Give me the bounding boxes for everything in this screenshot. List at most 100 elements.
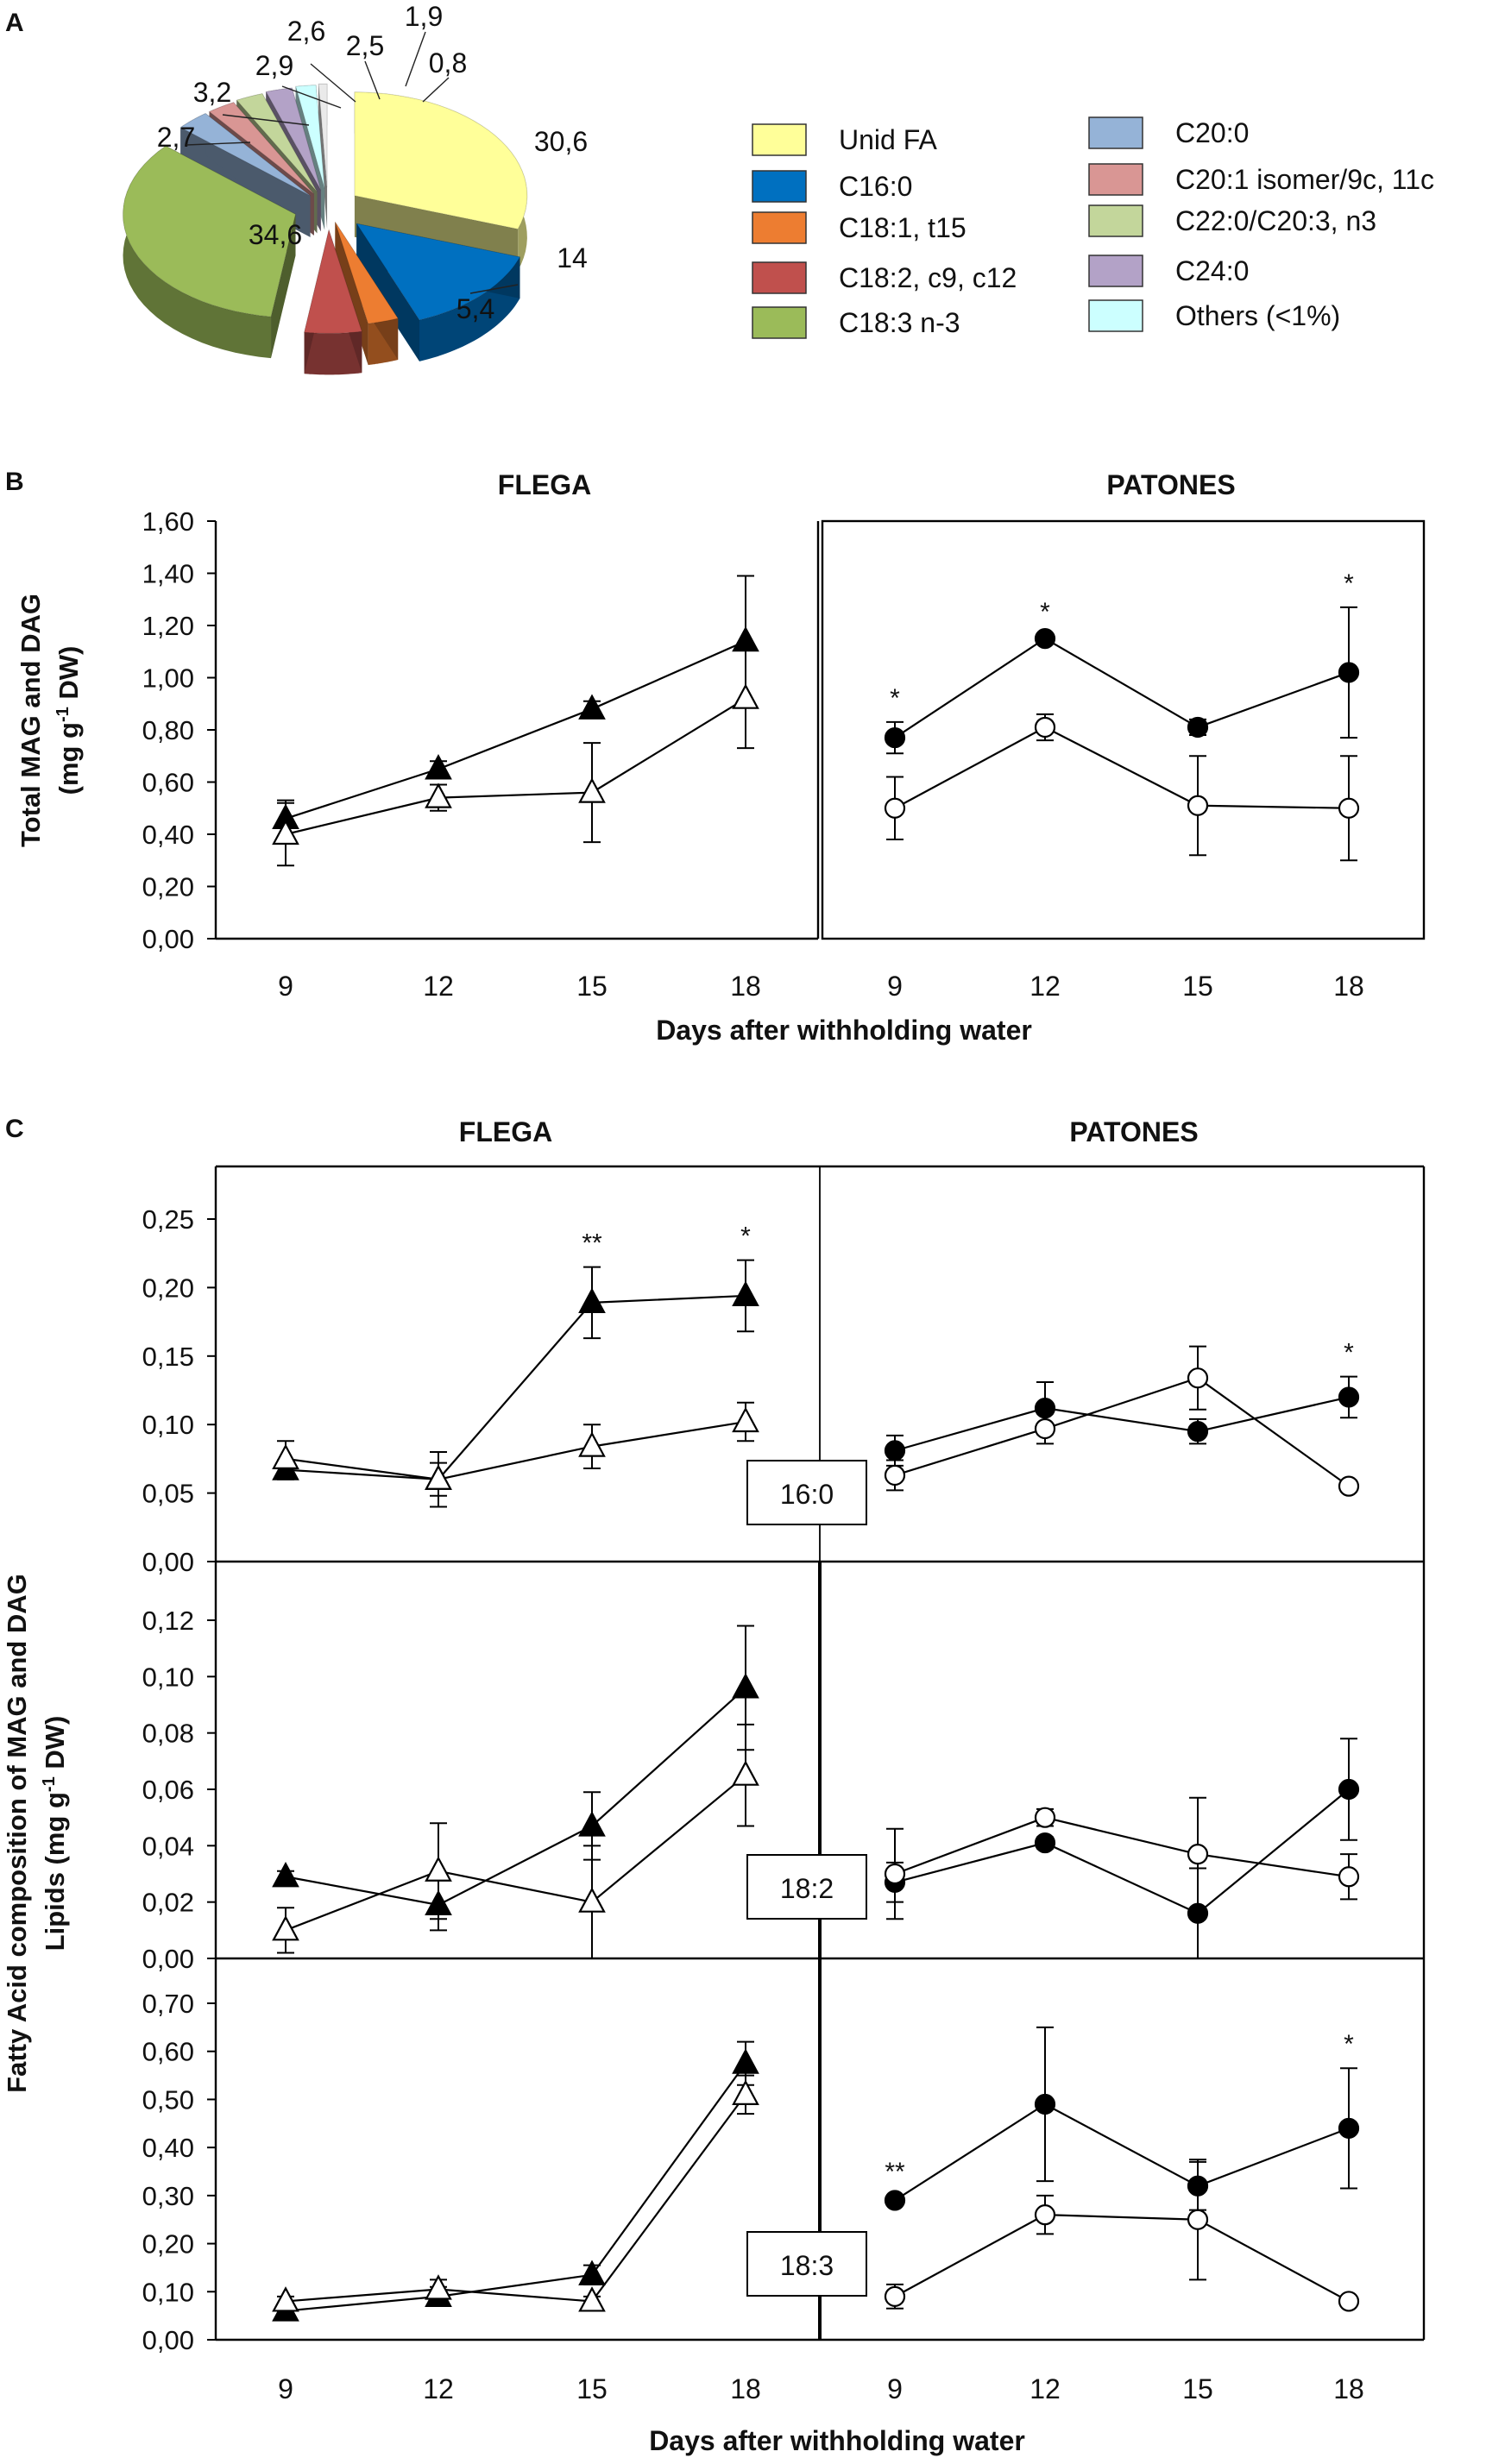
circle-marker xyxy=(1034,1398,1056,1419)
panel-a-label: A xyxy=(5,9,24,37)
pie-slice-c20-0 xyxy=(179,112,311,197)
subpanel-18-2: 0,00 0,02 0,04 0,06 0,08 0,10 0,12 18:2 xyxy=(142,1562,1426,1974)
pie-value-label: 34,6 xyxy=(249,219,302,250)
panel-c-plot: 0,000,050,100,150,200,25** **16:00,000,02… xyxy=(142,1165,1426,2404)
significance-mark: * xyxy=(1344,2030,1354,2059)
x-tick-label: 12 xyxy=(423,2373,454,2404)
series-line xyxy=(285,1687,746,1907)
significance-mark: * xyxy=(1344,1339,1354,1367)
triangle-marker xyxy=(425,2274,452,2300)
fatty-acid-label: 16:0 xyxy=(780,1479,834,1510)
series-line xyxy=(285,697,746,836)
triangle-marker xyxy=(578,1811,606,1837)
panel-c-ylabel-units: Lipids (mg g-1 DW) xyxy=(40,1716,70,1952)
circle-marker xyxy=(884,726,906,749)
x-tick-label: 9 xyxy=(887,971,903,1002)
y-tick-label: 0,00 xyxy=(142,2325,194,2355)
series-line xyxy=(894,1816,1350,1878)
y-tick-label: 0,60 xyxy=(142,2037,194,2067)
y-tick-label: 0,20 xyxy=(142,872,194,902)
panel-c-xlabel: Days after withholding water xyxy=(649,2425,1025,2456)
circle-marker xyxy=(884,1863,906,1885)
y-tick-label: 0,50 xyxy=(142,2084,194,2115)
x-tick-label: 12 xyxy=(1029,2373,1061,2404)
series-line xyxy=(894,637,1350,739)
pie-slice-group xyxy=(356,223,521,361)
x-tick-label: 15 xyxy=(576,971,608,1002)
triangle-marker xyxy=(578,1287,606,1313)
panel-b-ylabel: Total MAG and DAG xyxy=(16,594,46,847)
y-tick-label: 0,06 xyxy=(142,1775,194,1805)
pie-leader-line xyxy=(469,284,519,294)
significance-mark: * xyxy=(1040,598,1050,626)
y-tick-label: 0,40 xyxy=(142,2133,194,2163)
y-tick-label: 0,70 xyxy=(142,1989,194,2019)
x-tick-label: 9 xyxy=(887,2373,903,2404)
significance-mark: * xyxy=(890,684,900,713)
circle-marker xyxy=(1034,628,1056,650)
panel-b-ylabel-units: (mg g-1 DW) xyxy=(54,646,84,795)
panel-b-patones-title: PATONES xyxy=(1106,469,1235,500)
pie-value-label: 2,9 xyxy=(255,50,293,81)
significance-mark: ** xyxy=(582,1229,602,1258)
x-tick-label: 15 xyxy=(1182,971,1213,1002)
circle-marker xyxy=(1034,2204,1056,2226)
circle-marker xyxy=(884,797,906,819)
pie-value-label: 14 xyxy=(557,242,588,273)
triangle-marker xyxy=(578,694,606,720)
triangle-marker xyxy=(578,1887,606,1913)
fatty-acid-label-box xyxy=(746,2231,867,2297)
triangle-marker xyxy=(272,2286,299,2312)
y-tick-label: 0,60 xyxy=(142,768,194,798)
triangle-marker xyxy=(272,1443,299,1469)
y-tick-label: 0,08 xyxy=(142,1719,194,1749)
series-line xyxy=(285,2094,746,2303)
circle-marker xyxy=(1187,2175,1209,2197)
pie-slice-c18-2-c9-c12 xyxy=(303,228,362,334)
significance-mark: ** xyxy=(885,2158,905,2186)
y-tick-label: 1,40 xyxy=(142,559,194,589)
legend-label: C24:0 xyxy=(1175,255,1249,286)
x-tick-label: 12 xyxy=(423,971,454,1002)
legend-label: C20:1 isomer/9c, 11c xyxy=(1175,164,1434,195)
series-line xyxy=(894,1376,1350,1487)
y-tick-label: 0,05 xyxy=(142,1479,194,1509)
y-tick-label: 0,04 xyxy=(142,1831,194,1861)
triangle-marker xyxy=(732,2048,759,2074)
circle-marker xyxy=(1338,2291,1360,2312)
y-tick-label: 0,00 xyxy=(142,1944,194,1974)
circle-marker xyxy=(1338,1475,1360,1497)
triangle-marker xyxy=(272,1915,299,1941)
circle-marker xyxy=(1034,1417,1056,1440)
triangle-marker xyxy=(425,754,452,780)
pie-slice-side xyxy=(304,331,362,375)
subpanel-18-3: 0,000,100,200,300,400,500,600,70***18:3 xyxy=(142,1958,1426,2355)
x-tick-label: 18 xyxy=(730,971,761,1002)
legend-swatch xyxy=(1088,163,1143,196)
triangle-marker xyxy=(732,1280,759,1307)
pie-slice-c18-1-t15 xyxy=(334,222,400,324)
y-tick-label: 0,10 xyxy=(142,1410,194,1440)
circle-marker xyxy=(1338,797,1360,819)
legend-swatch xyxy=(752,211,807,244)
x-tick-label: 9 xyxy=(278,2373,293,2404)
circle-marker xyxy=(1338,2117,1360,2139)
legend-swatch xyxy=(752,261,807,294)
series-line xyxy=(285,1420,746,1480)
circle-marker xyxy=(884,1440,906,1461)
pie-slice-side xyxy=(419,256,520,361)
pie-value-label: 1,9 xyxy=(405,1,443,32)
legend-label: C20:0 xyxy=(1175,117,1249,148)
triangle-marker xyxy=(578,777,606,803)
y-tick-label: 0,30 xyxy=(142,2181,194,2211)
legend-swatch xyxy=(1088,299,1143,332)
y-tick-label: 0,25 xyxy=(142,1204,194,1235)
circle-marker xyxy=(1187,1902,1209,1924)
pie-slice-c18-3-n-3 xyxy=(122,145,297,317)
series-line xyxy=(285,2062,746,2312)
pie-value-label: 2,6 xyxy=(287,16,325,47)
triangle-marker xyxy=(578,1431,606,1457)
legend-label: C18:3 n-3 xyxy=(839,307,960,338)
y-tick-label: 0,00 xyxy=(142,924,194,954)
fatty-acid-label: 18:3 xyxy=(780,2250,834,2281)
